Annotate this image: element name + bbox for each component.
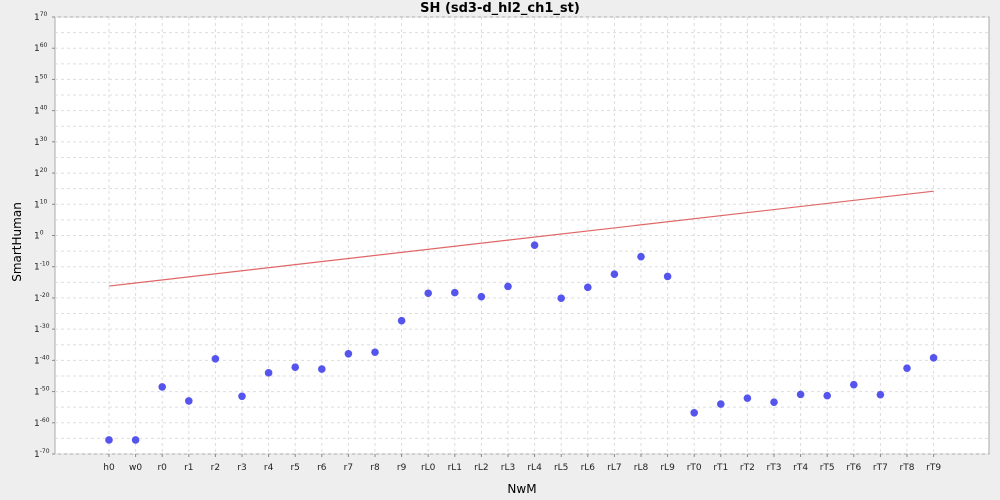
y-tick-label: 1-60 — [34, 417, 50, 429]
data-point-r9 — [397, 316, 406, 325]
y-tick-label: 1-40 — [34, 354, 50, 366]
data-point-r0 — [158, 383, 166, 391]
y-tick-label: 1-50 — [34, 386, 50, 398]
x-tick-label: rL1 — [448, 463, 462, 473]
y-tick-label: 170 — [34, 11, 48, 23]
data-point-rL1 — [451, 288, 459, 297]
data-point-w0 — [131, 436, 140, 444]
x-tick-label: rL7 — [607, 463, 621, 473]
x-tick-label: rL6 — [581, 463, 596, 473]
x-tick-label: rT1 — [713, 463, 728, 473]
y-tick-label: 130 — [34, 136, 48, 148]
plot-area — [54, 16, 990, 455]
y-tick-label: 110 — [34, 198, 48, 210]
data-point-rL5 — [557, 294, 565, 303]
data-point-r1 — [185, 397, 193, 405]
data-point-r2 — [211, 354, 220, 363]
grid — [55, 16, 989, 455]
data-point-r7 — [344, 350, 353, 358]
x-tick-label: h0 — [103, 463, 115, 473]
y-tick-label: 1-10 — [34, 261, 50, 273]
x-tick-label: rT7 — [873, 463, 888, 473]
x-tick-label: rL0 — [421, 463, 436, 473]
data-point-r6 — [318, 365, 326, 373]
data-point-rL0 — [424, 289, 433, 298]
x-tick-label: r9 — [397, 463, 407, 473]
data-point-rL6 — [584, 283, 592, 292]
data-point-rT3 — [770, 398, 778, 406]
data-point-rL9 — [663, 272, 672, 281]
x-tick-label: r2 — [211, 463, 220, 473]
x-tick-label: rT3 — [767, 463, 782, 473]
x-tick-label: rT0 — [687, 463, 702, 473]
data-point-rT5 — [823, 391, 831, 400]
x-tick-label: rL2 — [474, 463, 488, 473]
data-point-rL2 — [477, 292, 486, 301]
x-tick-label: rT5 — [820, 463, 835, 473]
data-point-r8 — [371, 348, 379, 357]
chart-title: SH (sd3-d_hl2_ch1_st) — [420, 1, 580, 16]
x-tick-label: rT4 — [793, 463, 808, 473]
x-tick-label: r4 — [264, 463, 274, 473]
data-point-r3 — [238, 392, 246, 401]
x-tick-label: rT2 — [740, 463, 755, 473]
data-point-rT8 — [903, 364, 911, 372]
data-point-rT0 — [690, 408, 698, 417]
y-tick-label: 120 — [34, 167, 48, 179]
data-point-rT4 — [796, 390, 805, 399]
data-point-rL3 — [504, 282, 512, 291]
y-tick-label: 160 — [34, 42, 48, 54]
y-tick-label: 1-70 — [34, 448, 50, 460]
data-point-rT2 — [743, 394, 752, 402]
y-tick-label: 140 — [34, 105, 48, 117]
x-tick-label: r7 — [344, 463, 353, 473]
x-tick-label: rT8 — [900, 463, 915, 473]
data-point-rL4 — [530, 241, 539, 249]
data-point-r5 — [291, 363, 300, 372]
data-point-rT6 — [850, 380, 858, 389]
x-tick-label: rL3 — [501, 463, 515, 473]
trend-line-series — [108, 190, 934, 287]
x-tick-label: r1 — [184, 463, 193, 473]
x-tick-label: r3 — [237, 463, 246, 473]
trend-line — [108, 190, 934, 287]
y-axis-label: SmartHuman — [10, 202, 24, 282]
data-point-rT1 — [717, 400, 725, 408]
x-tick-label: r5 — [290, 463, 299, 473]
data-point-rL8 — [637, 252, 645, 261]
x-tick-label: r8 — [370, 463, 380, 473]
y-tick-label: 1-30 — [34, 323, 50, 335]
x-tick-label: rT6 — [846, 463, 861, 473]
x-axis-ticks: h0 w0 r0 r1 r2 r3 r4 r5 r6 r7 r8 r9 rL0 rL1 rL2 rL3 rL4 r… — [103, 454, 941, 473]
data-point-r4 — [264, 369, 273, 377]
x-tick-label: rL9 — [660, 463, 675, 473]
data-point-h0 — [105, 436, 113, 444]
x-axis-label: NwM — [507, 482, 536, 496]
scatter-series — [105, 241, 938, 444]
x-tick-label: rL4 — [527, 463, 542, 473]
x-tick-label: rL5 — [554, 463, 568, 473]
x-tick-label: r6 — [317, 463, 327, 473]
x-tick-label: r0 — [157, 463, 167, 473]
data-point-rT9 — [929, 354, 938, 362]
y-tick-label: 150 — [34, 73, 48, 85]
x-tick-label: w0 — [129, 463, 142, 473]
data-point-rL7 — [610, 270, 619, 279]
x-tick-label: rL8 — [634, 463, 649, 473]
y-tick-label: 1-20 — [34, 292, 50, 304]
data-point-rT7 — [876, 390, 885, 399]
y-axis-ticks: 170 160 150 140 130 120 110 10 1-10 1-20 1-30 1-40 1… — [34, 11, 55, 460]
x-tick-label: rT9 — [926, 463, 941, 473]
y-tick-label: 10 — [34, 230, 44, 242]
